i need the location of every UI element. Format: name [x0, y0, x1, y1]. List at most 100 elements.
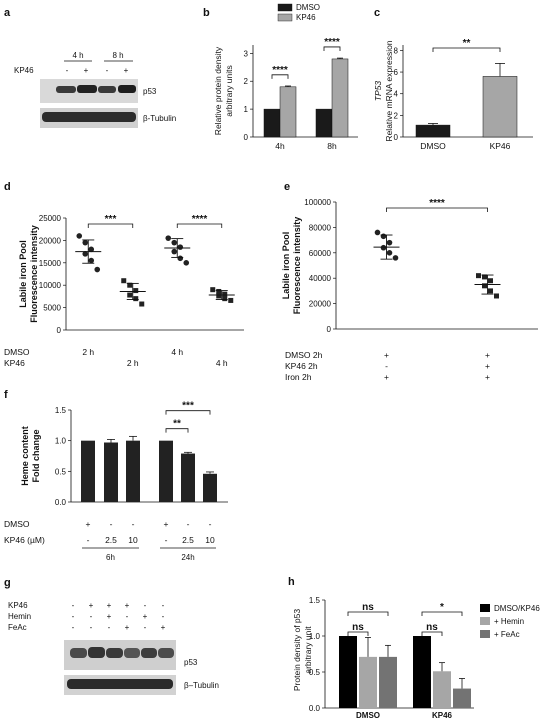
data-point [482, 283, 487, 289]
condition-value: - [209, 519, 212, 529]
data-point [121, 278, 127, 284]
condition-value: - [126, 612, 129, 621]
y-tick-label: 0.5 [55, 467, 67, 476]
data-point [216, 288, 222, 294]
y-tick-label: 20000 [39, 236, 62, 245]
panel-a: a 4 h 8 h KP46 - + - + p53 β-Tubulin [4, 7, 176, 128]
data-point [177, 255, 184, 262]
data-point [127, 292, 133, 298]
condition-value: - [72, 601, 75, 610]
legend-swatch [277, 3, 293, 12]
y-tick-label: 1.5 [55, 406, 67, 415]
data-point [494, 293, 499, 299]
condition-value: 2 h [127, 358, 139, 368]
data-point [476, 273, 481, 279]
time-label-4h: 4 h [72, 51, 83, 60]
data-point [216, 293, 222, 299]
condition-row-label: KP46 2h [285, 361, 318, 371]
significance-bracket [271, 74, 289, 79]
significance-bracket [165, 428, 189, 433]
y-axis-label: arbitrary units [224, 65, 234, 117]
condition-value: - [72, 612, 75, 621]
condition-value: + [143, 612, 148, 621]
condition-value: 10 [128, 535, 138, 545]
data-point [222, 296, 228, 302]
y-tick-label: 80000 [309, 223, 332, 232]
condition-value: + [161, 623, 166, 632]
y-tick-label: 0.0 [309, 704, 321, 713]
data-point [171, 239, 178, 246]
data-point [374, 229, 381, 236]
y-axis-label: Relative mRNA expression [384, 40, 394, 141]
y-axis-label: Protein density of p53 [292, 609, 302, 691]
condition-value: - [162, 612, 165, 621]
x-tick-label: DMSO [356, 711, 380, 719]
bar [482, 76, 518, 138]
condition-row-label: KP46 [4, 358, 25, 368]
significance-bracket [386, 207, 488, 212]
legend-label: DMSO/KP46 [494, 604, 540, 613]
y-tick-label: 6 [394, 68, 399, 77]
condition-value: + [86, 519, 91, 529]
data-point [210, 287, 216, 293]
condition-value: + [107, 612, 112, 621]
significance-bracket [87, 223, 134, 228]
panel-a-label: a [4, 7, 11, 19]
chart-c: c 0 2 4 6 8 TP53 Relative mRNA expression DMSO K… [373, 7, 533, 151]
y-tick-label: 0 [57, 326, 62, 335]
bar [263, 108, 281, 138]
bar [181, 453, 195, 502]
significance-label: ** [463, 38, 471, 49]
x-tick-label: 4h [275, 141, 285, 151]
chart-f: f 0.0 0.5 1.0 1.5 Heme content Fold change ****… [4, 389, 228, 562]
panel-label: c [374, 7, 380, 19]
condition-value: 10 [205, 535, 215, 545]
y-axis-label: Labile iron Pool [18, 240, 28, 308]
condition-value: + [485, 361, 490, 371]
y-axis-label: Fluorescence intensity [29, 225, 39, 323]
x-tick-label: 8h [327, 141, 337, 151]
significance-bracket [421, 631, 443, 636]
data-point [380, 233, 387, 240]
significance-label: ** [173, 419, 181, 430]
condition-value: - [132, 519, 135, 529]
condition-value: + [125, 601, 130, 610]
data-point [82, 251, 89, 257]
significance-label: **** [324, 37, 340, 48]
x-tick-label: KP46 [432, 711, 453, 719]
condition-row-label: Iron 2h [285, 372, 312, 382]
bar [359, 656, 377, 708]
data-point [380, 244, 387, 251]
data-point [76, 233, 83, 239]
condition-value: + [125, 623, 130, 632]
kp46-row-label: KP46 [14, 66, 34, 75]
condition-value: - [110, 519, 113, 529]
legend-label: + FeAc [494, 630, 520, 639]
y-tick-label: 20000 [309, 300, 332, 309]
bar [379, 656, 397, 708]
y-axis-label: Fold change [31, 429, 41, 482]
y-tick-label: 2 [244, 77, 249, 86]
legend-label: KP46 [296, 13, 316, 22]
y-tick-label: 15000 [39, 259, 62, 268]
data-point [386, 239, 393, 246]
y-tick-label: 100000 [304, 198, 331, 207]
significance-bracket [432, 47, 501, 52]
condition-value: + [384, 350, 389, 360]
legend-swatch [480, 604, 490, 612]
data-point [177, 244, 184, 250]
blot-label-tubulin: β-Tubulin [143, 114, 176, 123]
bar [415, 124, 451, 138]
y-tick-label: 0.0 [55, 498, 67, 507]
y-tick-label: 0 [244, 133, 249, 142]
data-point [88, 257, 95, 264]
data-point [165, 235, 172, 241]
group-time-label: 24h [181, 553, 194, 562]
condition-row-label: DMSO 2h [285, 350, 323, 360]
data-point [127, 282, 133, 288]
x-tick-label: DMSO [420, 141, 446, 151]
data-point [133, 296, 139, 302]
significance-label: ns [362, 602, 374, 613]
y-tick-label: 1.0 [309, 632, 321, 641]
data-point [183, 260, 190, 266]
